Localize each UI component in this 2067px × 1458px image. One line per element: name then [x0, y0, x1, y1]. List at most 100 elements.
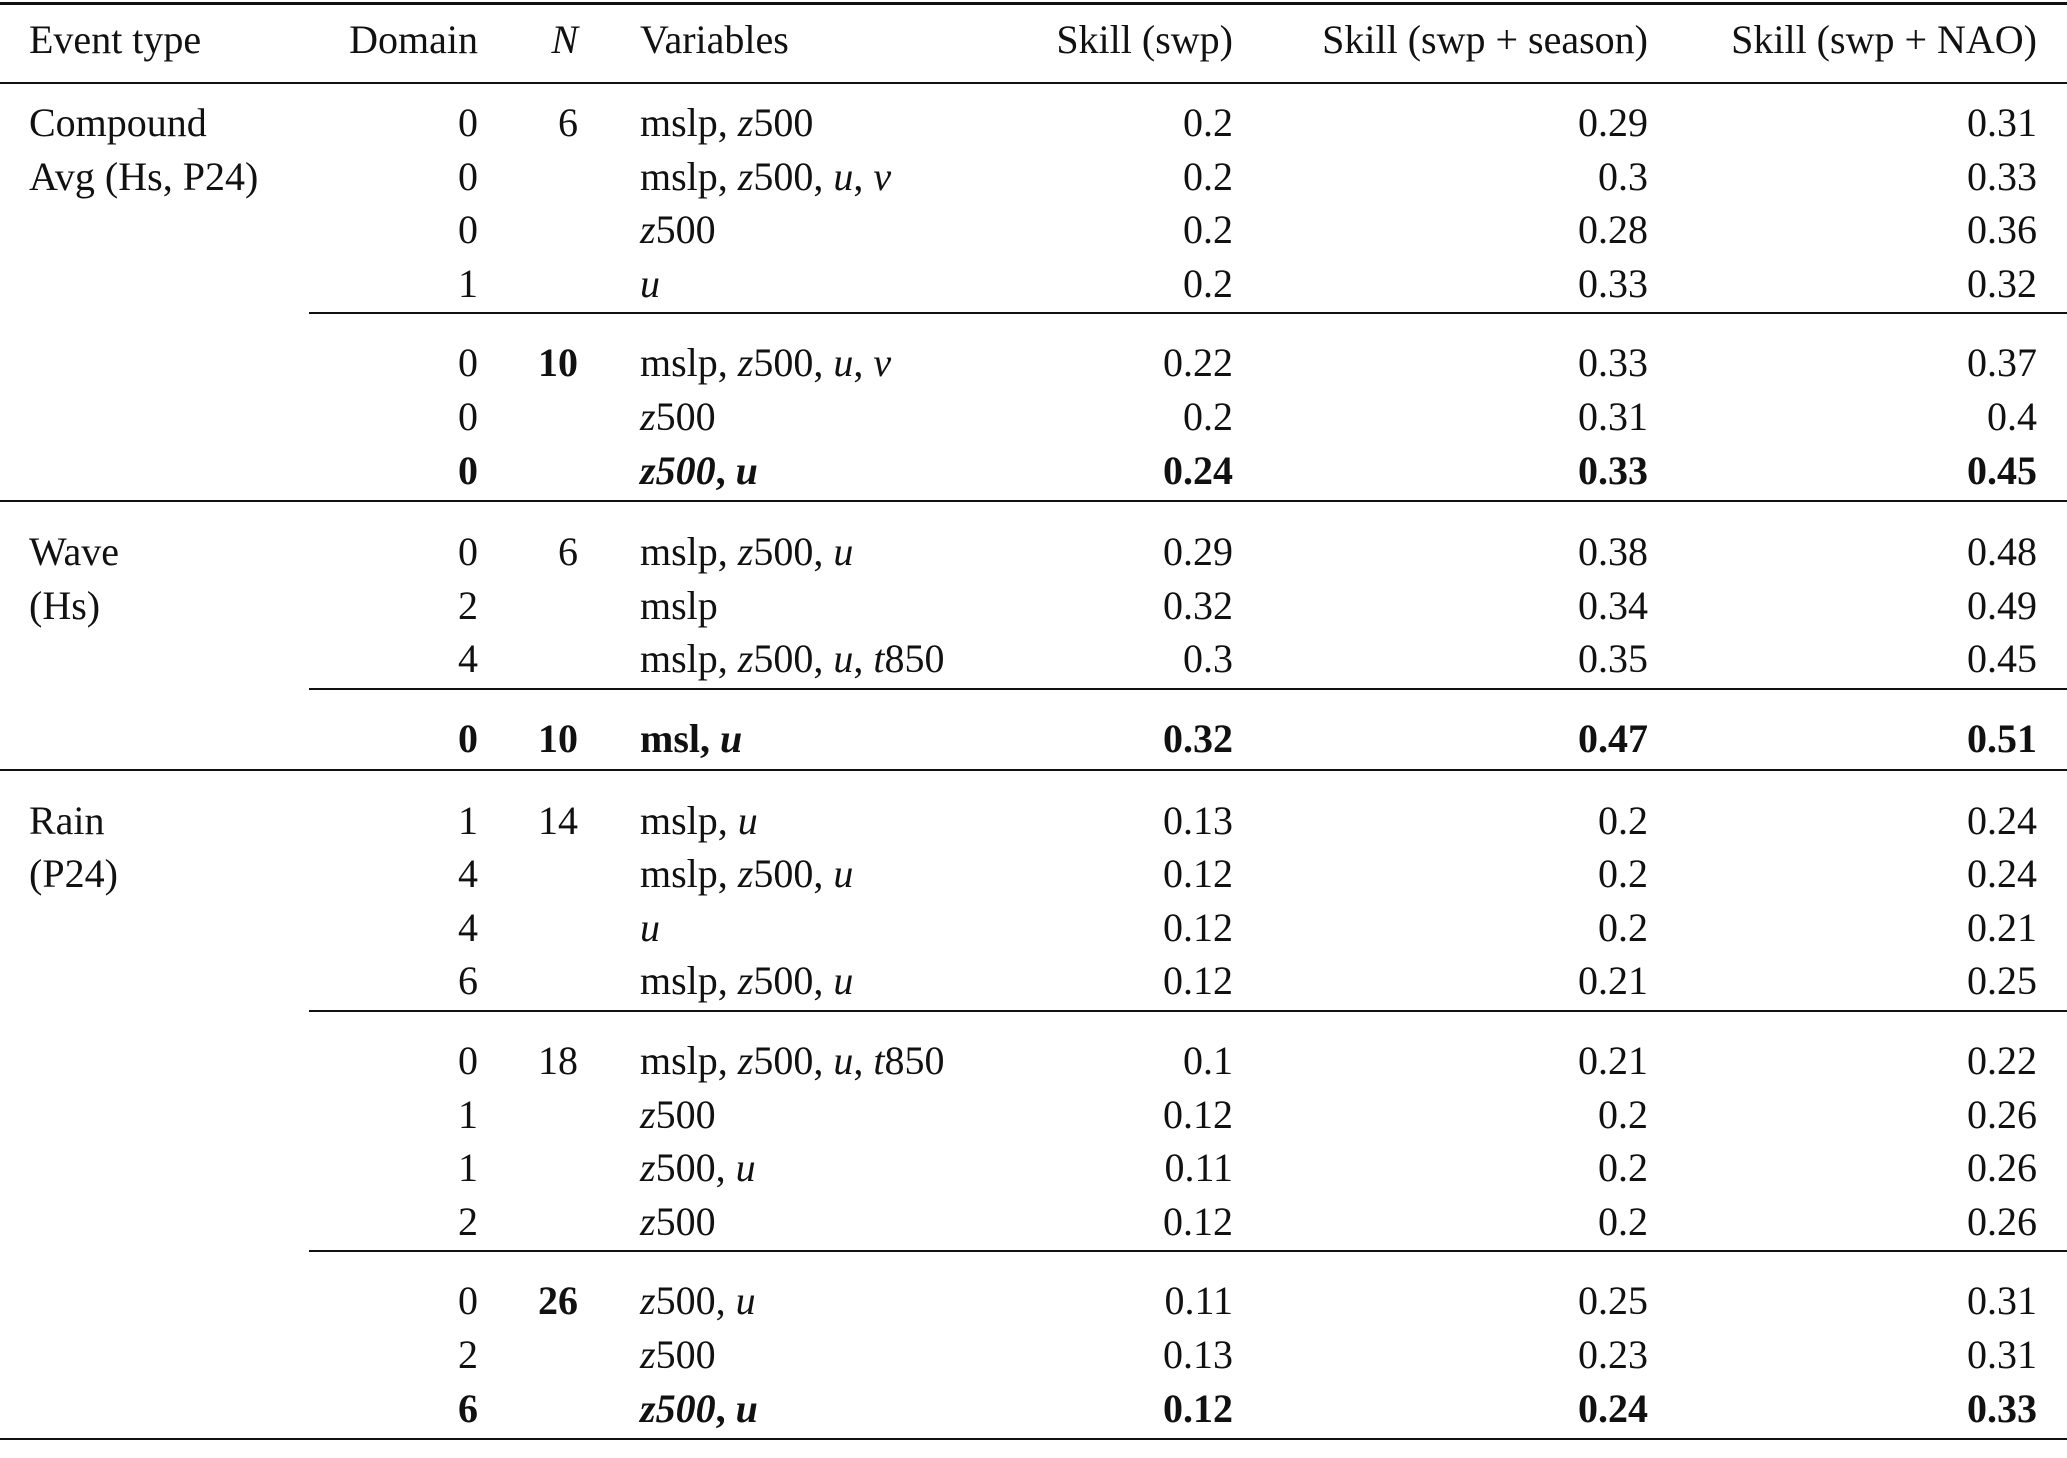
skill-swp-nao-cell: 0.31: [1967, 1278, 2037, 1324]
variable-token: 500,: [753, 153, 834, 199]
header-domain: Domain: [349, 17, 478, 62]
skill-swp-season-cell: 0.2: [1598, 797, 1648, 843]
skill-swp-nao-cell: 0.49: [1967, 582, 2037, 628]
skill-swp-cell: 0.12: [1163, 1091, 1233, 1137]
variables-cell: z500, u: [640, 1388, 758, 1429]
event-type-label: (Hs): [29, 582, 101, 628]
header-variables: Variables: [640, 17, 789, 62]
skill-swp-nao-cell: 0.21: [1967, 904, 2037, 950]
variables-cell: mslp, z500: [640, 103, 813, 143]
variables-cell: msl, u: [640, 719, 742, 759]
variable-token: z: [737, 636, 754, 682]
event-type-label: Rain: [29, 797, 105, 843]
variable-token: u: [833, 340, 854, 386]
variables-cell: mslp, z500, u: [640, 961, 853, 1001]
variable-token: ,: [717, 958, 738, 1004]
skill-swp-cell: 0.29: [1163, 529, 1233, 575]
skill-swp-season-cell: 0.2: [1598, 1145, 1648, 1191]
domain-cell: 1: [458, 1145, 478, 1191]
group-rule: [0, 500, 2067, 503]
variables-cell: mslp, z500, u, t850: [640, 1041, 945, 1081]
skill-swp-cell: 0.12: [1163, 1198, 1233, 1244]
variables-cell: z500, u: [640, 1148, 756, 1188]
variable-token: u: [833, 851, 854, 897]
variables-cell: z500: [640, 1335, 716, 1375]
skill-swp-season-cell: 0.29: [1578, 100, 1648, 145]
variable-token: ,: [717, 797, 738, 843]
skill-swp-nao-cell: 0.25: [1967, 958, 2037, 1004]
sub-rule: [309, 688, 2067, 690]
variable-token: z: [737, 958, 754, 1004]
variable-token: z: [640, 1198, 656, 1244]
domain-cell: 4: [458, 851, 478, 897]
variable-token: u: [737, 797, 758, 843]
variables-cell: z500, u: [640, 1281, 756, 1321]
skill-swp-cell: 0.3: [1183, 636, 1233, 682]
skill-swp-nao-cell: 0.33: [1967, 153, 2037, 199]
header-event-type: Event type: [29, 17, 202, 62]
domain-cell: 0: [458, 394, 478, 439]
domain-cell: 2: [458, 1198, 478, 1244]
skill-swp-cell: 0.12: [1163, 904, 1233, 950]
n-cell: 26: [538, 1278, 578, 1324]
skill-swp-cell: 0.12: [1163, 1385, 1233, 1431]
skill-swp-cell: 0.13: [1163, 797, 1233, 843]
skill-swp-season-cell: 0.23: [1578, 1332, 1648, 1377]
skill-swp-season-cell: 0.28: [1578, 207, 1648, 253]
skill-swp-cell: 0.11: [1164, 1145, 1233, 1191]
variable-token: ,: [700, 716, 720, 761]
skill-swp-season-cell: 0.21: [1578, 1038, 1648, 1083]
event-type-label: (P24): [29, 851, 118, 897]
variable-token: u: [833, 1038, 854, 1083]
variable-token: ,: [717, 100, 738, 145]
skill-swp-cell: 0.1: [1183, 1038, 1233, 1083]
sub-rule: [309, 1010, 2067, 1012]
skill-swp-season-cell: 0.2: [1598, 851, 1648, 897]
skill-swp-cell: 0.2: [1183, 153, 1233, 199]
domain-cell: 0: [458, 100, 478, 145]
event-type-label: Wave: [29, 529, 120, 575]
n-cell: 10: [538, 716, 578, 761]
skill-swp-nao-cell: 0.45: [1967, 636, 2037, 682]
n-cell: 14: [538, 797, 578, 843]
skill-swp-nao-cell: 0.33: [1967, 1385, 2037, 1431]
variable-token: ,: [717, 529, 738, 575]
variable-token: v: [873, 153, 892, 199]
variable-token: ,: [853, 340, 874, 386]
variable-token: u: [833, 529, 854, 575]
variable-token: mslp: [640, 1038, 718, 1083]
sub-rule: [309, 1250, 2067, 1253]
variables-cell: mslp, z500, u, v: [640, 153, 892, 199]
domain-cell: 2: [458, 582, 478, 628]
variable-token: 500,: [753, 636, 834, 682]
n-cell: 10: [538, 340, 578, 386]
variable-token: ,: [717, 153, 738, 199]
variable-token: mslp: [640, 958, 718, 1004]
variables-cell: z500: [640, 1198, 716, 1244]
skill-swp-cell: 0.12: [1163, 851, 1233, 897]
domain-cell: 6: [458, 958, 478, 1004]
variable-token: z: [640, 1091, 656, 1137]
header-n: N: [551, 17, 578, 62]
skill-swp-nao-cell: 0.45: [1967, 447, 2037, 493]
domain-cell: 4: [458, 904, 478, 950]
domain-cell: 0: [458, 1038, 478, 1083]
skill-swp-nao-cell: 0.26: [1967, 1145, 2037, 1191]
domain-cell: 1: [458, 260, 478, 306]
variable-token: u: [735, 1145, 756, 1191]
skill-swp-nao-cell: 0.37: [1967, 340, 2037, 386]
header-skill-swp-nao: Skill (swp + NAO): [1731, 17, 2037, 62]
variable-token: 500,: [655, 1278, 736, 1324]
domain-cell: 0: [458, 1278, 478, 1324]
variables-cell: z500, u: [640, 450, 758, 491]
skill-swp-nao-cell: 0.32: [1967, 260, 2037, 306]
header-skill-swp: Skill (swp): [1056, 17, 1233, 62]
variable-token: ,: [853, 1038, 874, 1083]
variable-token: ,: [717, 636, 738, 682]
variable-token: t: [873, 1038, 885, 1083]
variable-token: ,: [853, 636, 874, 682]
skill-swp-season-cell: 0.35: [1578, 636, 1648, 682]
variables-cell: z500: [640, 210, 716, 250]
variables-cell: u: [640, 907, 660, 948]
variables-cell: z500: [640, 397, 716, 437]
